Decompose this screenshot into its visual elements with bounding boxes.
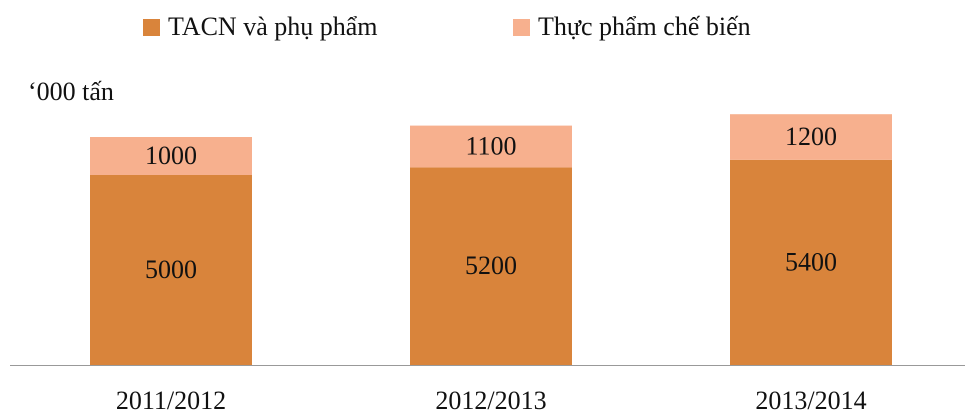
legend-swatch <box>143 19 160 36</box>
x-tick-label: 2012/2013 <box>435 386 546 415</box>
value-label: 5400 <box>785 247 837 276</box>
legend-label: TACN và phụ phẩm <box>168 12 378 41</box>
x-tick-label: 2013/2014 <box>755 386 866 415</box>
value-label: 1100 <box>465 131 516 160</box>
bar-segment <box>90 175 252 365</box>
value-label: 5000 <box>145 255 197 284</box>
legend-label: Thực phẩm chế biến <box>538 12 751 41</box>
value-label: 5200 <box>465 251 517 280</box>
bar-segment <box>730 114 892 160</box>
bar-segment <box>90 137 252 175</box>
y-axis-label: ‘000 tấn <box>28 77 114 106</box>
value-label: 1200 <box>785 122 837 151</box>
bar-segment <box>410 125 572 168</box>
bar-segment <box>410 167 572 365</box>
legend-swatch <box>513 19 530 36</box>
value-label: 1000 <box>145 141 197 170</box>
bar-segment <box>730 159 892 365</box>
x-tick-label: 2011/2012 <box>116 386 226 415</box>
